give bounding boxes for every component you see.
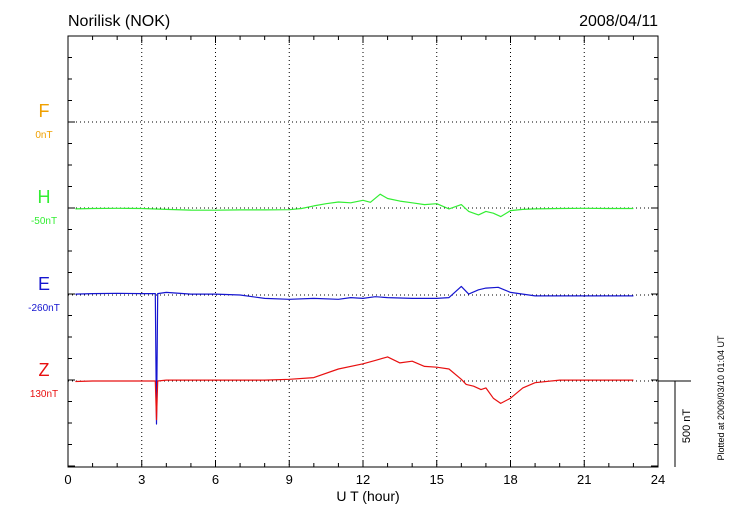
channel-offset-z: 130nT [30, 389, 58, 400]
channel-name-z: Z [39, 360, 50, 380]
date-label: 2008/04/11 [579, 13, 658, 30]
x-tick-label: 24 [651, 472, 665, 487]
station-title: Norilisk (NOK) [68, 13, 170, 30]
channel-name-h: H [38, 187, 51, 207]
series-line-z [75, 356, 634, 421]
x-tick-label: 21 [577, 472, 591, 487]
channel-labels: F 0nT H -50nT E -260nT Z 130nT [28, 101, 60, 400]
x-tick-label: 18 [503, 472, 517, 487]
x-tick-label: 0 [64, 472, 71, 487]
channel-offset-h: -50nT [31, 216, 57, 227]
x-tick-label: 12 [356, 472, 370, 487]
scale-bar-label: 500 nT [681, 409, 693, 444]
x-tick-label: 3 [138, 472, 145, 487]
x-tick-label: 15 [430, 472, 444, 487]
channel-offset-f: 0nT [35, 130, 52, 141]
channel-name-e: E [38, 274, 50, 294]
scale-bar: 500 nT [658, 380, 693, 467]
channel-name-f: F [39, 101, 50, 121]
series-group [75, 193, 634, 425]
frame-ticks [67, 36, 659, 467]
series-line-e [75, 285, 634, 425]
x-tick-label: 9 [286, 472, 293, 487]
series-line-h [75, 193, 634, 218]
channel-offset-e: -260nT [28, 303, 60, 314]
x-tick-label: 6 [212, 472, 219, 487]
plotted-at-label: Plotted at 2009/03/10 01:04 UT [716, 335, 726, 461]
x-tick-labels: 0 3 6 9 12 15 18 21 24 [64, 472, 665, 487]
x-axis-label: U T (hour) [336, 488, 399, 504]
